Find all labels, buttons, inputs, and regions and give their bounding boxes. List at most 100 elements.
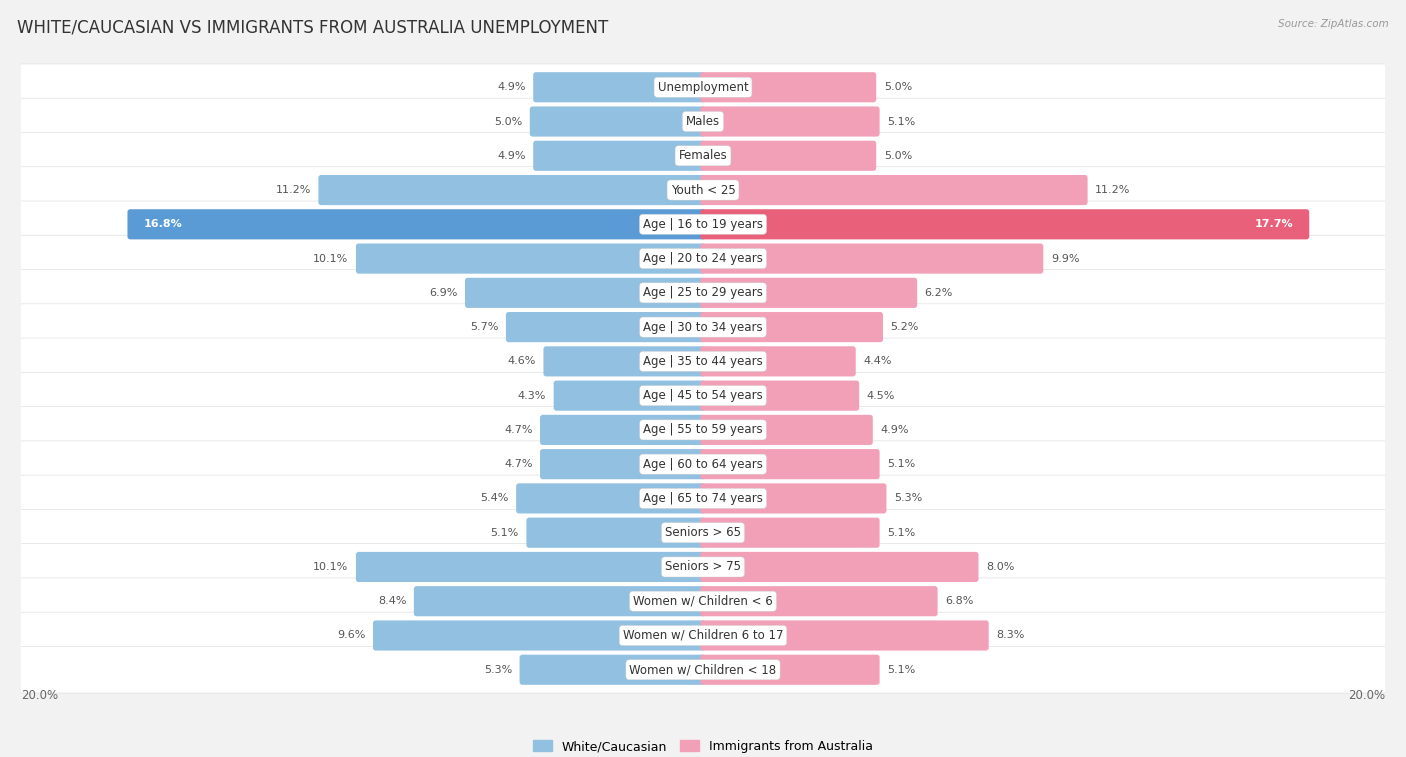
Text: 20.0%: 20.0% [1348, 689, 1385, 702]
Text: Age | 55 to 59 years: Age | 55 to 59 years [643, 423, 763, 436]
FancyBboxPatch shape [373, 621, 706, 650]
Text: 10.1%: 10.1% [314, 254, 349, 263]
Text: 4.4%: 4.4% [863, 357, 891, 366]
FancyBboxPatch shape [700, 381, 859, 411]
FancyBboxPatch shape [530, 107, 706, 136]
FancyBboxPatch shape [540, 449, 706, 479]
FancyBboxPatch shape [17, 235, 1389, 282]
Text: WHITE/CAUCASIAN VS IMMIGRANTS FROM AUSTRALIA UNEMPLOYMENT: WHITE/CAUCASIAN VS IMMIGRANTS FROM AUSTR… [17, 19, 609, 37]
FancyBboxPatch shape [700, 278, 917, 308]
Text: 9.9%: 9.9% [1050, 254, 1080, 263]
FancyBboxPatch shape [700, 484, 886, 513]
Text: 5.0%: 5.0% [494, 117, 522, 126]
FancyBboxPatch shape [700, 552, 979, 582]
Text: 17.7%: 17.7% [1254, 220, 1294, 229]
Text: 8.4%: 8.4% [378, 597, 406, 606]
Text: 5.1%: 5.1% [887, 459, 915, 469]
FancyBboxPatch shape [526, 518, 706, 548]
Text: Males: Males [686, 115, 720, 128]
FancyBboxPatch shape [700, 415, 873, 445]
Text: 8.3%: 8.3% [997, 631, 1025, 640]
Text: 9.6%: 9.6% [337, 631, 366, 640]
FancyBboxPatch shape [318, 175, 706, 205]
Text: 11.2%: 11.2% [276, 185, 311, 195]
FancyBboxPatch shape [17, 269, 1389, 316]
Text: Age | 35 to 44 years: Age | 35 to 44 years [643, 355, 763, 368]
FancyBboxPatch shape [17, 167, 1389, 213]
FancyBboxPatch shape [17, 372, 1389, 419]
FancyBboxPatch shape [520, 655, 706, 685]
Text: 5.3%: 5.3% [894, 494, 922, 503]
Text: Females: Females [679, 149, 727, 162]
FancyBboxPatch shape [17, 98, 1389, 145]
FancyBboxPatch shape [700, 346, 856, 376]
FancyBboxPatch shape [700, 175, 1088, 205]
FancyBboxPatch shape [700, 449, 880, 479]
Text: Age | 45 to 54 years: Age | 45 to 54 years [643, 389, 763, 402]
Text: Age | 65 to 74 years: Age | 65 to 74 years [643, 492, 763, 505]
Text: 5.0%: 5.0% [884, 151, 912, 160]
Text: 6.2%: 6.2% [925, 288, 953, 298]
Text: 8.0%: 8.0% [986, 562, 1014, 572]
Text: 4.9%: 4.9% [880, 425, 908, 435]
FancyBboxPatch shape [506, 312, 706, 342]
FancyBboxPatch shape [700, 312, 883, 342]
FancyBboxPatch shape [540, 415, 706, 445]
FancyBboxPatch shape [17, 304, 1389, 350]
FancyBboxPatch shape [17, 509, 1389, 556]
FancyBboxPatch shape [516, 484, 706, 513]
Text: 5.1%: 5.1% [491, 528, 519, 537]
Text: Women w/ Children < 6: Women w/ Children < 6 [633, 595, 773, 608]
Text: 4.7%: 4.7% [503, 425, 533, 435]
FancyBboxPatch shape [17, 544, 1389, 590]
Text: 4.5%: 4.5% [866, 391, 896, 400]
Text: Women w/ Children < 18: Women w/ Children < 18 [630, 663, 776, 676]
FancyBboxPatch shape [413, 586, 706, 616]
FancyBboxPatch shape [700, 244, 1043, 273]
FancyBboxPatch shape [128, 209, 706, 239]
Text: Age | 30 to 34 years: Age | 30 to 34 years [643, 321, 763, 334]
Text: 4.3%: 4.3% [517, 391, 546, 400]
FancyBboxPatch shape [17, 338, 1389, 385]
Text: Age | 25 to 29 years: Age | 25 to 29 years [643, 286, 763, 299]
FancyBboxPatch shape [700, 141, 876, 171]
FancyBboxPatch shape [700, 655, 880, 685]
FancyBboxPatch shape [17, 201, 1389, 248]
FancyBboxPatch shape [465, 278, 706, 308]
FancyBboxPatch shape [700, 107, 880, 136]
FancyBboxPatch shape [700, 586, 938, 616]
Text: 5.3%: 5.3% [484, 665, 512, 674]
FancyBboxPatch shape [17, 475, 1389, 522]
Text: 16.8%: 16.8% [143, 220, 183, 229]
Text: 5.1%: 5.1% [887, 117, 915, 126]
Text: Age | 16 to 19 years: Age | 16 to 19 years [643, 218, 763, 231]
FancyBboxPatch shape [17, 612, 1389, 659]
Text: 5.2%: 5.2% [890, 322, 920, 332]
FancyBboxPatch shape [554, 381, 706, 411]
Text: 4.6%: 4.6% [508, 357, 536, 366]
Text: 20.0%: 20.0% [21, 689, 58, 702]
FancyBboxPatch shape [356, 244, 706, 273]
Text: Seniors > 75: Seniors > 75 [665, 560, 741, 574]
Text: 5.1%: 5.1% [887, 528, 915, 537]
FancyBboxPatch shape [700, 72, 876, 102]
Text: Unemployment: Unemployment [658, 81, 748, 94]
FancyBboxPatch shape [544, 346, 706, 376]
Text: Age | 20 to 24 years: Age | 20 to 24 years [643, 252, 763, 265]
FancyBboxPatch shape [17, 132, 1389, 179]
FancyBboxPatch shape [17, 407, 1389, 453]
FancyBboxPatch shape [533, 141, 706, 171]
Text: 5.7%: 5.7% [470, 322, 499, 332]
Text: 5.4%: 5.4% [481, 494, 509, 503]
Text: 4.9%: 4.9% [498, 83, 526, 92]
Text: 5.1%: 5.1% [887, 665, 915, 674]
Text: 11.2%: 11.2% [1095, 185, 1130, 195]
FancyBboxPatch shape [17, 578, 1389, 625]
Text: Seniors > 65: Seniors > 65 [665, 526, 741, 539]
FancyBboxPatch shape [700, 518, 880, 548]
Text: 4.9%: 4.9% [498, 151, 526, 160]
FancyBboxPatch shape [17, 64, 1389, 111]
FancyBboxPatch shape [17, 646, 1389, 693]
Legend: White/Caucasian, Immigrants from Australia: White/Caucasian, Immigrants from Austral… [533, 740, 873, 753]
Text: Age | 60 to 64 years: Age | 60 to 64 years [643, 458, 763, 471]
